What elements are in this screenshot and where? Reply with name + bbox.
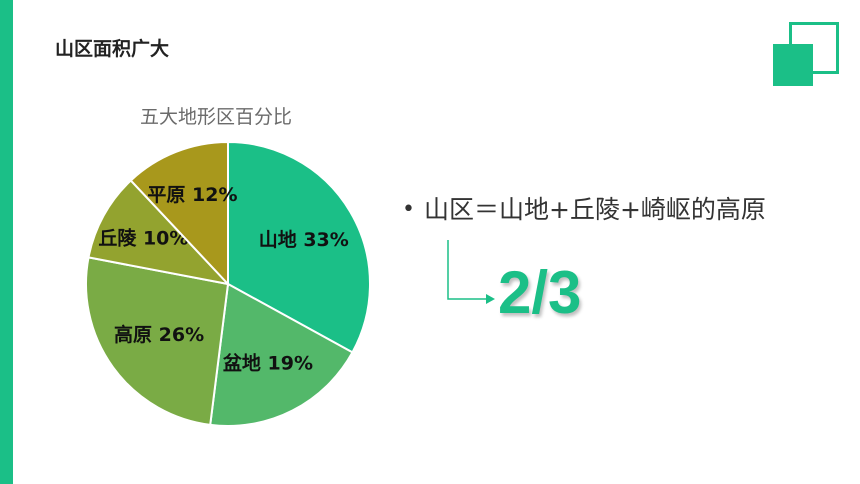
pie-slice-1	[227, 140, 371, 354]
pie-slice-label-1: 山地 33%	[259, 228, 349, 251]
pie-slice-5	[129, 140, 229, 287]
chart-title: 五大地形区百分比	[140, 106, 293, 128]
pie-slice-label-5: 平原 12%	[147, 184, 237, 206]
bullet-point: • 山区＝山地+丘陵+崎岖的高原	[402, 192, 802, 228]
bullet-dot-icon: •	[402, 197, 415, 222]
slide-title: 山区面积广大	[55, 38, 170, 60]
pie-slice-2	[209, 282, 354, 427]
pie-slice-label-2: 盆地 19%	[222, 351, 313, 374]
pie-slice-label-4: 丘陵 10%	[98, 226, 188, 249]
pie-slice-4	[87, 179, 231, 286]
bullet-text: 山区＝山地+丘陵+崎岖的高原	[424, 195, 766, 224]
fraction-highlight: 2/3	[498, 259, 582, 326]
decoration-solid-square	[773, 44, 813, 86]
pie-slice-label-3: 高原 26%	[114, 323, 204, 346]
pie-slice-3	[85, 256, 230, 426]
left-accent-bar	[0, 0, 13, 484]
corner-decoration	[773, 22, 839, 88]
